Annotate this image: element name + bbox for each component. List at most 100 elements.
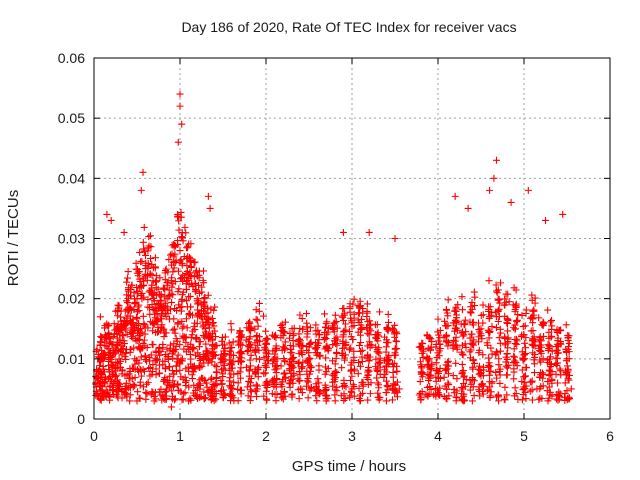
data-point	[187, 240, 195, 248]
data-point	[419, 369, 427, 377]
data-point	[359, 389, 367, 397]
data-point	[176, 90, 184, 98]
data-point	[282, 374, 290, 382]
data-point	[187, 396, 195, 404]
data-point	[357, 347, 365, 355]
data-point	[518, 366, 526, 374]
data-point	[272, 342, 280, 350]
data-point	[518, 311, 526, 319]
data-point	[544, 306, 552, 314]
data-point	[162, 394, 170, 402]
data-point	[219, 365, 227, 373]
data-point	[307, 385, 315, 393]
data-point	[365, 357, 373, 365]
data-point	[175, 285, 183, 293]
data-point	[313, 397, 321, 405]
data-point	[122, 320, 130, 328]
data-point	[321, 334, 329, 342]
data-point	[333, 368, 341, 376]
data-point	[497, 279, 505, 287]
data-point	[116, 336, 124, 344]
data-point	[321, 392, 329, 400]
data-point	[161, 299, 169, 307]
data-point	[182, 377, 190, 385]
data-point	[188, 375, 196, 383]
data-point	[279, 395, 287, 403]
data-point	[181, 373, 189, 381]
data-point	[554, 379, 562, 387]
data-point	[469, 321, 477, 329]
data-point	[201, 376, 209, 384]
data-point	[122, 390, 130, 398]
data-point	[323, 344, 331, 352]
data-point	[288, 375, 296, 383]
data-point	[295, 337, 303, 345]
data-point	[161, 351, 169, 359]
data-point	[166, 383, 174, 391]
data-point	[127, 292, 135, 300]
data-point	[290, 354, 298, 362]
data-point	[355, 359, 363, 367]
data-point	[178, 120, 186, 128]
data-point	[355, 319, 363, 327]
data-point	[562, 321, 570, 329]
data-point	[217, 359, 225, 367]
data-point	[168, 298, 176, 306]
data-point	[478, 335, 486, 343]
data-point	[488, 350, 496, 358]
data-point	[391, 235, 399, 242]
data-point	[315, 330, 323, 338]
data-point	[146, 270, 154, 278]
data-point	[171, 250, 179, 258]
data-point	[123, 291, 131, 299]
data-point	[141, 330, 149, 338]
data-point	[458, 348, 466, 356]
data-point	[149, 290, 157, 298]
data-point	[492, 368, 500, 376]
data-point	[504, 327, 512, 335]
data-point	[295, 377, 303, 385]
data-point	[564, 375, 572, 383]
data-point	[468, 397, 476, 405]
data-point	[521, 388, 529, 396]
data-point	[374, 389, 382, 397]
data-point	[263, 384, 271, 392]
data-point	[152, 356, 160, 364]
data-point	[279, 378, 286, 386]
data-point	[175, 386, 183, 394]
data-point	[526, 387, 534, 395]
data-point	[452, 311, 460, 319]
data-point	[302, 310, 310, 318]
data-point	[188, 364, 196, 372]
data-point	[189, 311, 197, 319]
data-point	[511, 308, 519, 316]
data-point	[522, 395, 530, 403]
data-point	[115, 302, 123, 310]
data-point	[531, 338, 539, 346]
data-point	[443, 385, 451, 393]
data-point	[141, 352, 149, 360]
data-point	[134, 388, 142, 396]
data-point	[528, 378, 536, 386]
data-point	[183, 324, 191, 332]
data-point	[485, 354, 493, 362]
data-point	[475, 346, 483, 354]
data-point	[342, 338, 350, 346]
data-point	[169, 377, 177, 385]
data-point	[355, 341, 363, 349]
data-point	[461, 316, 469, 324]
data-point	[280, 388, 288, 396]
data-point	[98, 346, 106, 354]
data-point	[375, 384, 383, 392]
data-point	[144, 296, 152, 304]
data-point	[339, 305, 347, 313]
data-point	[479, 351, 487, 359]
data-point	[375, 358, 383, 366]
data-point	[552, 370, 560, 378]
data-point	[479, 380, 487, 388]
data-point	[135, 268, 143, 276]
data-point	[342, 326, 350, 334]
y-tick-label: 0.06	[58, 50, 85, 66]
data-point	[531, 294, 539, 302]
data-point	[338, 349, 346, 357]
